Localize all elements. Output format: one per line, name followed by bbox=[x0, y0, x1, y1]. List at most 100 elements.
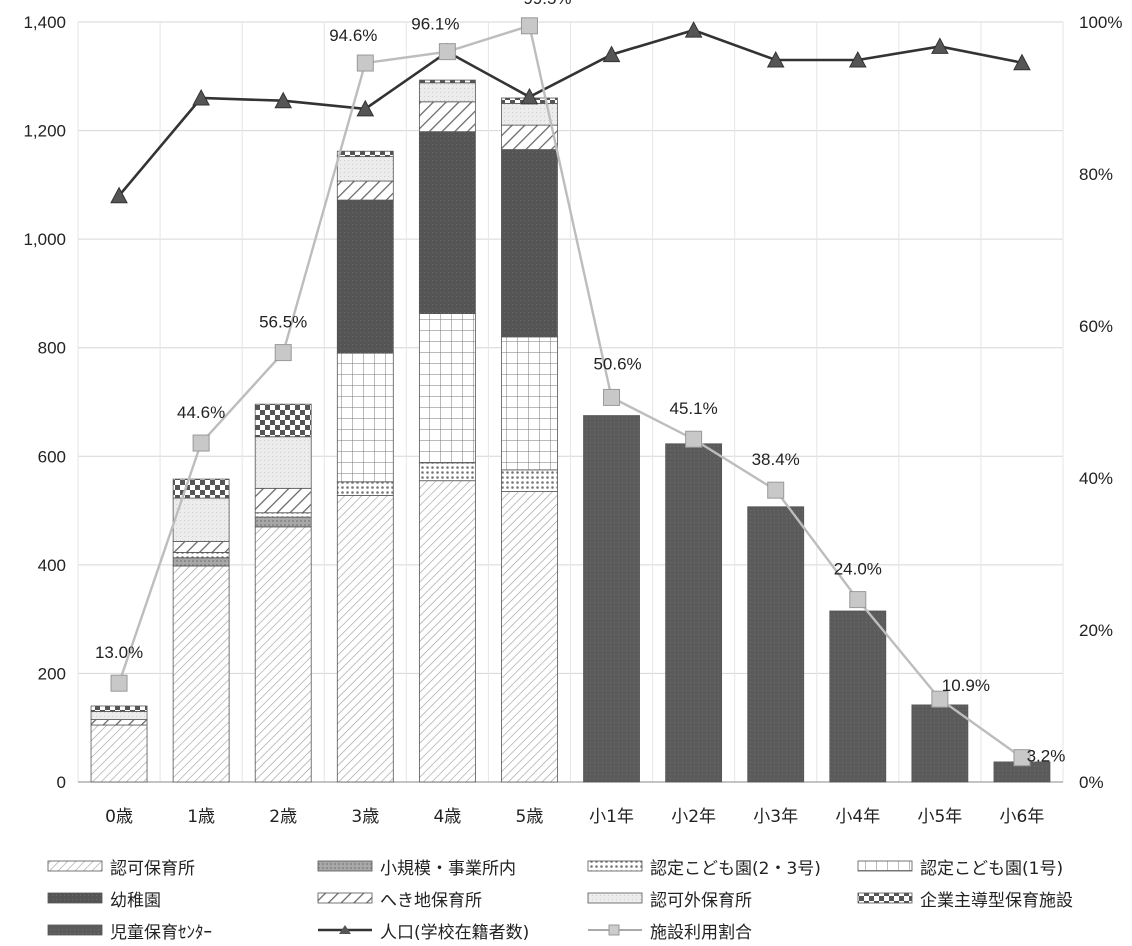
ratio-marker bbox=[520, 17, 538, 35]
y2-tick-label: 40% bbox=[1079, 469, 1113, 488]
population-line bbox=[118, 28, 1023, 197]
data-label: 56.5% bbox=[259, 313, 307, 332]
y2-tick-label: 80% bbox=[1079, 165, 1113, 184]
bar-segment bbox=[501, 149, 558, 338]
ratio-marker bbox=[603, 388, 621, 406]
bar-segment bbox=[665, 443, 723, 783]
data-label: 96.1% bbox=[411, 15, 459, 34]
bar-segment bbox=[172, 551, 230, 559]
population-marker bbox=[110, 186, 128, 204]
legend-item: 幼稚園 bbox=[44, 886, 314, 911]
bar-segment bbox=[254, 512, 312, 518]
category-label: 小1年 bbox=[589, 807, 634, 827]
bar-segment bbox=[90, 705, 148, 712]
ratio-marker bbox=[685, 430, 703, 448]
legend-swatch bbox=[317, 860, 373, 872]
legend-swatch bbox=[588, 924, 642, 936]
bar-segment bbox=[254, 403, 312, 438]
chart: 0 200 400 600 800 1,000 1,200 1,400 0% 20% 40% 60%… bbox=[23, 0, 1122, 827]
bar-segment bbox=[172, 557, 230, 567]
legend-swatch bbox=[857, 860, 913, 872]
data-label: 94.6% bbox=[329, 26, 377, 45]
legend-swatch bbox=[857, 892, 913, 904]
population-marker bbox=[1013, 53, 1031, 71]
bar-segment bbox=[418, 101, 476, 133]
legend-item: へき地保育所 bbox=[314, 886, 584, 911]
legend: 認可保育所 小規模・事業所内 認定こども園(2・3号) 認定こども園(1号) 幼稚園 へき… bbox=[44, 850, 1124, 946]
population-marker bbox=[274, 91, 293, 109]
bar-segment bbox=[336, 481, 394, 496]
line-series bbox=[110, 17, 1031, 767]
legend-row: 認可保育所 小規模・事業所内 認定こども園(2・3号) 認定こども園(1号) bbox=[44, 850, 1124, 882]
bar-segment bbox=[418, 79, 476, 84]
ratio-marker bbox=[274, 344, 292, 362]
bar-segment bbox=[747, 506, 805, 783]
legend-swatch bbox=[318, 925, 372, 934]
bar-segment bbox=[254, 487, 312, 514]
legend-swatch bbox=[317, 892, 373, 904]
y-tick-label: 200 bbox=[38, 664, 66, 683]
legend-label: 児童保育ｾﾝﾀｰ bbox=[110, 922, 212, 943]
bar-segment bbox=[336, 352, 394, 483]
data-label: 99.5% bbox=[523, 0, 571, 8]
legend-swatch bbox=[587, 860, 643, 872]
category-label: 小2年 bbox=[671, 807, 716, 827]
category-label: 3歳 bbox=[351, 807, 379, 827]
y-axis-left: 0 200 400 600 800 1,000 1,200 1,400 bbox=[23, 13, 66, 792]
bar-segment bbox=[336, 156, 394, 182]
category-label: 小4年 bbox=[835, 807, 880, 827]
data-label: 38.4% bbox=[752, 450, 800, 469]
legend-row: 児童保育ｾﾝﾀｰ 人口(学校在籍者数) 施設利用割合 bbox=[44, 914, 1124, 946]
legend-label: 認定こども園(1号) bbox=[920, 858, 1064, 879]
bar-segment bbox=[172, 541, 230, 553]
legend-label: 施設利用割合 bbox=[650, 922, 752, 943]
bar-segment bbox=[418, 131, 476, 314]
legend-item: 認可外保育所 bbox=[584, 886, 854, 911]
bar-segment bbox=[254, 516, 312, 528]
population-marker bbox=[602, 45, 621, 63]
legend-swatch bbox=[47, 924, 103, 936]
y2-tick-label: 0% bbox=[1079, 773, 1104, 792]
legend-item: 児童保育ｾﾝﾀｰ bbox=[44, 918, 314, 943]
ratio-marker bbox=[1013, 749, 1031, 767]
bar-segment bbox=[172, 497, 230, 542]
y2-tick-label: 60% bbox=[1079, 317, 1113, 336]
ratio-marker bbox=[438, 43, 456, 61]
y-tick-label: 1,000 bbox=[23, 230, 66, 249]
bar-segment bbox=[418, 82, 476, 103]
category-label: 小3年 bbox=[753, 807, 798, 827]
y2-tick-label: 20% bbox=[1079, 621, 1113, 640]
bar-segment bbox=[418, 462, 476, 482]
category-label: 1歳 bbox=[187, 807, 215, 827]
bar-segment bbox=[501, 336, 558, 471]
category-label: 小6年 bbox=[1000, 807, 1045, 827]
category-label: 2歳 bbox=[269, 807, 297, 827]
ratio-marker bbox=[931, 690, 949, 708]
stacked-bars bbox=[90, 79, 1051, 783]
legend-item: 認定こども園(2・3号) bbox=[584, 854, 854, 879]
legend-item: 人口(学校在籍者数) bbox=[314, 918, 584, 943]
population-marker bbox=[766, 50, 785, 68]
y-tick-label: 1,400 bbox=[23, 13, 66, 32]
y-tick-label: 400 bbox=[38, 556, 66, 575]
legend-swatch bbox=[47, 892, 103, 904]
y-tick-label: 600 bbox=[38, 447, 66, 466]
legend-label: 認定こども園(2・3号) bbox=[650, 858, 821, 879]
bar-segment bbox=[254, 526, 312, 783]
gridlines bbox=[77, 21, 1064, 783]
category-label: 5歳 bbox=[516, 807, 544, 827]
population-marker bbox=[520, 87, 539, 105]
category-label: 4歳 bbox=[433, 807, 461, 827]
y-tick-label: 1,200 bbox=[23, 122, 66, 141]
population-marker bbox=[356, 99, 375, 117]
bar-segment bbox=[829, 610, 887, 783]
legend-item: 施設利用割合 bbox=[584, 918, 854, 943]
y-axis-right: 0% 20% 40% 60% 80% 100% bbox=[1079, 13, 1122, 792]
legend-label: へき地保育所 bbox=[380, 890, 482, 911]
data-label: 24.0% bbox=[834, 560, 882, 579]
legend-label: 企業主導型保育施設 bbox=[920, 890, 1073, 911]
legend-item: 認可保育所 bbox=[44, 854, 314, 879]
ratio-marker bbox=[192, 434, 210, 452]
bar-segment bbox=[336, 150, 394, 158]
legend-item: 企業主導型保育施設 bbox=[854, 886, 1124, 911]
